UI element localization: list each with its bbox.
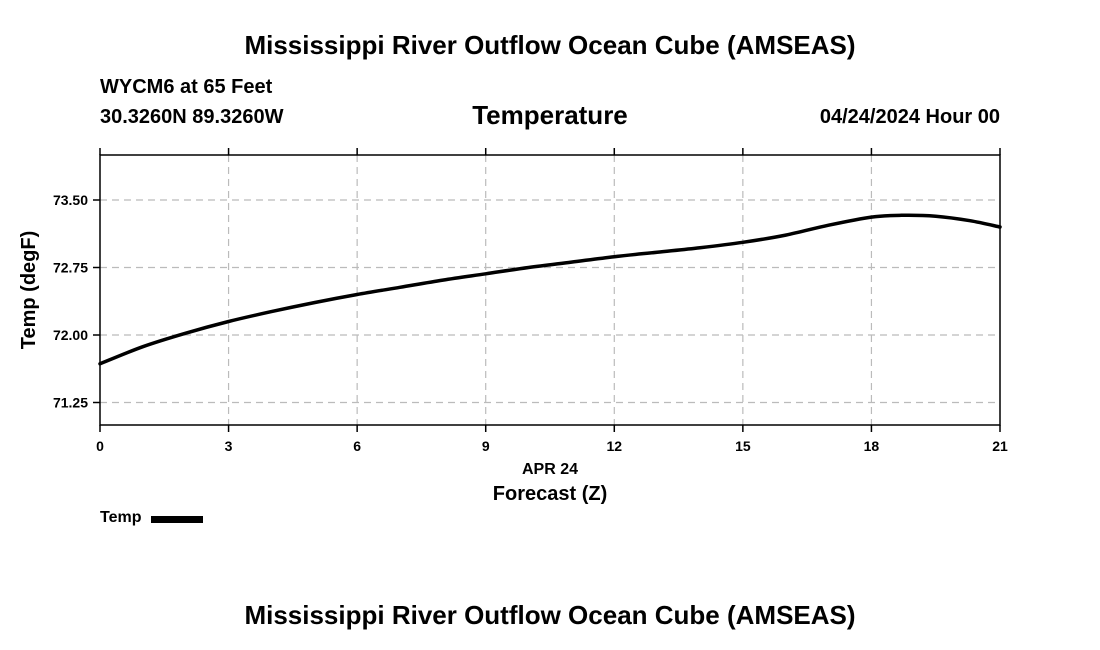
chart-subtitle: Temperature <box>472 100 628 130</box>
y-axis-title: Temp (degF) <box>18 231 40 350</box>
legend: Temp <box>100 509 204 527</box>
x-tick-label: 9 <box>482 438 490 454</box>
y-tick-label: 73.50 <box>53 192 88 208</box>
x-tick-label: 12 <box>606 438 622 454</box>
legend-line-swatch <box>151 515 204 523</box>
x-tick-label: 0 <box>96 438 104 454</box>
x-tick-label: 3 <box>225 438 233 454</box>
grid-layer <box>100 155 1000 425</box>
forecast-datetime: 04/24/2024 Hour 00 <box>819 106 1000 128</box>
tick-layer: 0 3 6 9 12 15 18 21 71.25 72.00 72.75 73.50 <box>53 148 1008 454</box>
series-layer <box>98 213 1002 366</box>
x-tick-label: 6 <box>353 438 361 454</box>
x-axis-date-label: APR 24 <box>522 461 578 478</box>
y-tick-label: 71.25 <box>53 395 88 411</box>
temp-series-line <box>98 213 1002 366</box>
y-tick-label: 72.00 <box>53 327 88 343</box>
plot-frame <box>99 154 1001 426</box>
y-tick-label: 72.75 <box>53 260 88 276</box>
station-coordinates: 30.3260N 89.3260W <box>100 106 284 128</box>
chart-footer-title: Mississippi River Outflow Ocean Cube (AM… <box>244 600 856 630</box>
x-axis-title: Forecast (Z) <box>493 483 607 505</box>
x-tick-label: 21 <box>992 438 1008 454</box>
x-tick-label: 15 <box>735 438 751 454</box>
station-label: WYCM6 at 65 Feet <box>100 76 273 98</box>
legend-label: Temp <box>100 509 142 526</box>
x-tick-label: 18 <box>864 438 880 454</box>
label-layer: APR 24 Forecast (Z) Temp (degF) <box>18 231 607 505</box>
chart-main-title: Mississippi River Outflow Ocean Cube (AM… <box>244 30 856 60</box>
